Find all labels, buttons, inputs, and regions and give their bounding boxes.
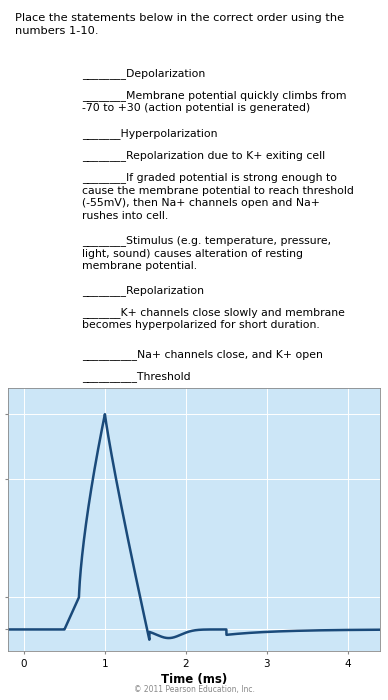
Text: ________Stimulus (e.g. temperature, pressure,
light, sound) causes alteration of: ________Stimulus (e.g. temperature, pres… [82, 235, 331, 271]
Text: __________Threshold: __________Threshold [82, 371, 191, 382]
Text: _______Hyperpolarization: _______Hyperpolarization [82, 128, 218, 139]
Text: ________Repolarization: ________Repolarization [82, 285, 204, 296]
Text: ________Depolarization: ________Depolarization [82, 68, 206, 79]
Text: __________Na+ channels close, and K+ open: __________Na+ channels close, and K+ ope… [82, 349, 323, 360]
Text: _______K+ channels close slowly and membrane
becomes hyperpolarized for short du: _______K+ channels close slowly and memb… [82, 307, 345, 330]
X-axis label: Time (ms): Time (ms) [161, 673, 227, 687]
Text: ________Repolarization due to K+ exiting cell: ________Repolarization due to K+ exiting… [82, 150, 326, 161]
Text: © 2011 Pearson Education, Inc.: © 2011 Pearson Education, Inc. [133, 685, 255, 694]
Text: Using the re-ordered points you have created, label the
figure below accordingly: Using the re-ordered points you have cre… [15, 399, 343, 435]
Text: Place the statements below in the correct order using the
numbers 1-10.: Place the statements below in the correc… [15, 13, 344, 36]
Text: ________Membrane potential quickly climbs from
-70 to +30 (action potential is g: ________Membrane potential quickly climb… [82, 90, 347, 113]
Text: ________If graded potential is strong enough to
cause the membrane potential to : ________If graded potential is strong en… [82, 172, 354, 220]
